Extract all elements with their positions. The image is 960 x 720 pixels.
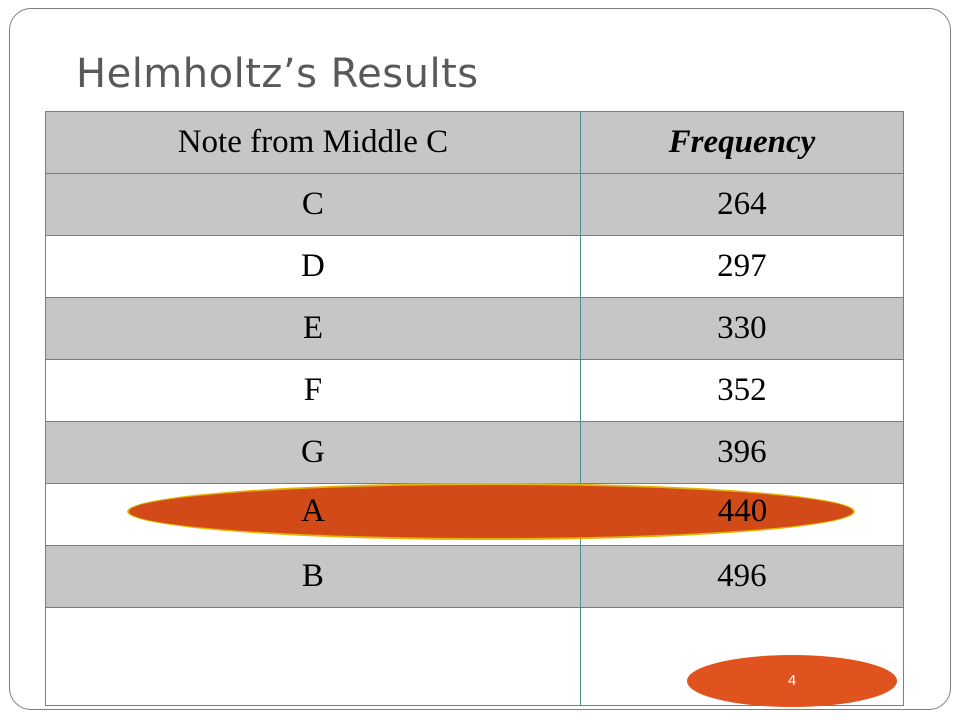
frequency-table: Note from Middle C Frequency C 264 D 297…: [45, 111, 905, 706]
frequency-cell: 264: [579, 173, 905, 236]
table-row: G 396: [45, 421, 905, 484]
frequency-cell: 396: [579, 421, 905, 484]
empty-cell: [45, 607, 581, 706]
header-frequency: Frequency: [579, 111, 905, 174]
note-cell: C: [45, 173, 581, 236]
highlight-oval: [127, 483, 855, 540]
table-row: D 297: [45, 235, 905, 298]
frequency-cell: 297: [579, 235, 905, 298]
highlighted-frequency-label: 440: [717, 493, 768, 529]
slide-title: Helmholtz’s Results: [76, 51, 479, 97]
frequency-cell: 352: [579, 359, 905, 422]
frequency-cell: 496: [579, 545, 905, 608]
frequency-cell: 330: [579, 297, 905, 360]
note-cell: B: [45, 545, 581, 608]
table-row: E 330: [45, 297, 905, 360]
table-row: F 352: [45, 359, 905, 422]
table-row: C 264: [45, 173, 905, 236]
note-cell: D: [45, 235, 581, 298]
table-header-row: Note from Middle C Frequency: [45, 111, 905, 174]
note-cell: E: [45, 297, 581, 360]
note-cell: F: [45, 359, 581, 422]
highlighted-note-label: A: [301, 493, 325, 529]
page-number-badge: 4: [687, 655, 897, 707]
header-note: Note from Middle C: [45, 111, 581, 174]
table-row: B 496: [45, 545, 905, 608]
note-cell: G: [45, 421, 581, 484]
